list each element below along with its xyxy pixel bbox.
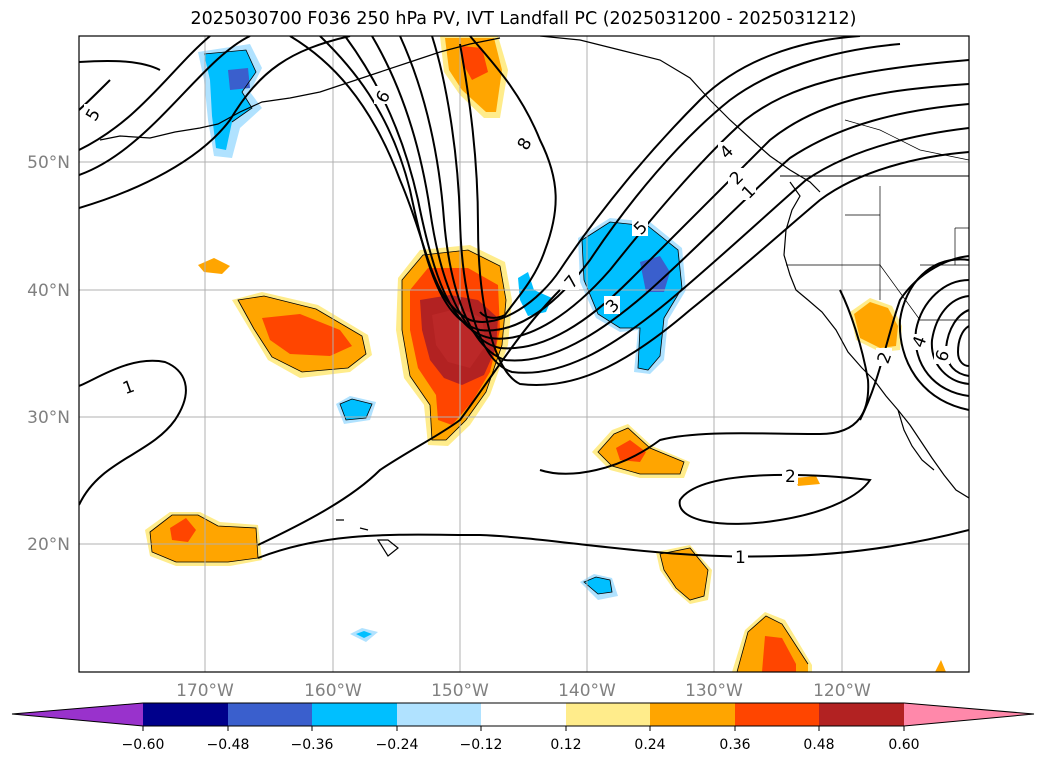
positive-anomaly-patch [762,636,796,672]
colorbar-swatch [650,703,735,726]
colorbar-tick-label: −0.36 [291,737,334,753]
positive-anomaly-patch [935,660,946,672]
positive-anomaly-patch [198,258,230,274]
latitude-label: 20°N [27,535,70,555]
colorbar-swatch [312,703,397,726]
colorbar-extend-high [904,703,1034,726]
colorbar: −0.60 −0.48 −0.36 −0.24 −0.12 0.12 0.24 … [11,702,1035,753]
latitude-label: 50°N [27,153,70,173]
positive-anomaly-patch [420,295,498,385]
positive-anomaly-patch [795,476,820,486]
positive-anomaly-patch [660,548,708,600]
positive-anomaly-patch [854,302,898,348]
negative-anomaly-patch [356,631,372,638]
colorbar-swatch [566,703,650,726]
map-plot: 5 6 8 7 5 4 3 2 1 1 2 1 2 6 [79,36,969,672]
colorbar-swatch [143,703,228,726]
longitude-label: 160°W [304,681,362,701]
contour-label: 2 [785,467,796,487]
positive-anomaly-patch [170,518,196,542]
positive-anomaly-patch [262,314,352,356]
colorbar-tick-label: 0.48 [803,737,834,753]
longitude-label: 150°W [431,681,489,701]
colorbar-swatch [819,703,904,726]
negative-anomaly-patch [640,256,670,292]
colorbar-swatch [397,703,481,726]
contour-labels: 5 6 8 7 5 4 3 2 1 1 2 1 2 6 [82,86,954,568]
latitude-labels: 50°N 40°N 30°N 20°N [27,153,70,555]
colorbar-swatch [735,703,819,726]
colorbar-tick-label: −0.12 [460,737,503,753]
longitude-label: 130°W [685,681,743,701]
positive-anomaly-patch [462,46,488,80]
colorbar-tick-label: 0.60 [888,737,919,753]
longitude-label: 170°W [176,681,234,701]
graticule [79,36,969,672]
positive-anomaly-patch [616,440,646,462]
pv-contours [79,36,969,559]
map-title: 2025030700 F036 250 hPa PV, IVT Landfall… [190,9,857,29]
latitude-label: 30°N [27,408,70,428]
pv-contour-outlines [149,49,809,672]
longitude-labels: 170°W 160°W 150°W 140°W 130°W 120°W [176,681,871,701]
map-frame [78,35,970,673]
colorbar-tick-label: 0.36 [719,737,750,753]
colorbar-tick-label: −0.48 [207,737,250,753]
colorbar-swatch [481,703,566,726]
latitude-label: 40°N [27,281,70,301]
contour-label: 1 [735,548,746,568]
colorbar-tick-label: 0.12 [550,737,581,753]
negative-anomaly-patch [340,399,372,420]
colorbar-swatch [228,703,312,726]
colorbar-tick-label: 0.24 [634,737,665,753]
negative-anomaly-patch [228,68,250,90]
positive-anomaly-patch [432,308,486,368]
longitude-label: 140°W [558,681,616,701]
colorbar-tick-label: −0.60 [122,737,165,753]
longitude-label: 120°W [813,681,871,701]
negative-anomaly-patch [584,577,612,594]
colorbar-tick-label: −0.24 [376,737,419,753]
colorbar-extend-low [12,703,143,726]
